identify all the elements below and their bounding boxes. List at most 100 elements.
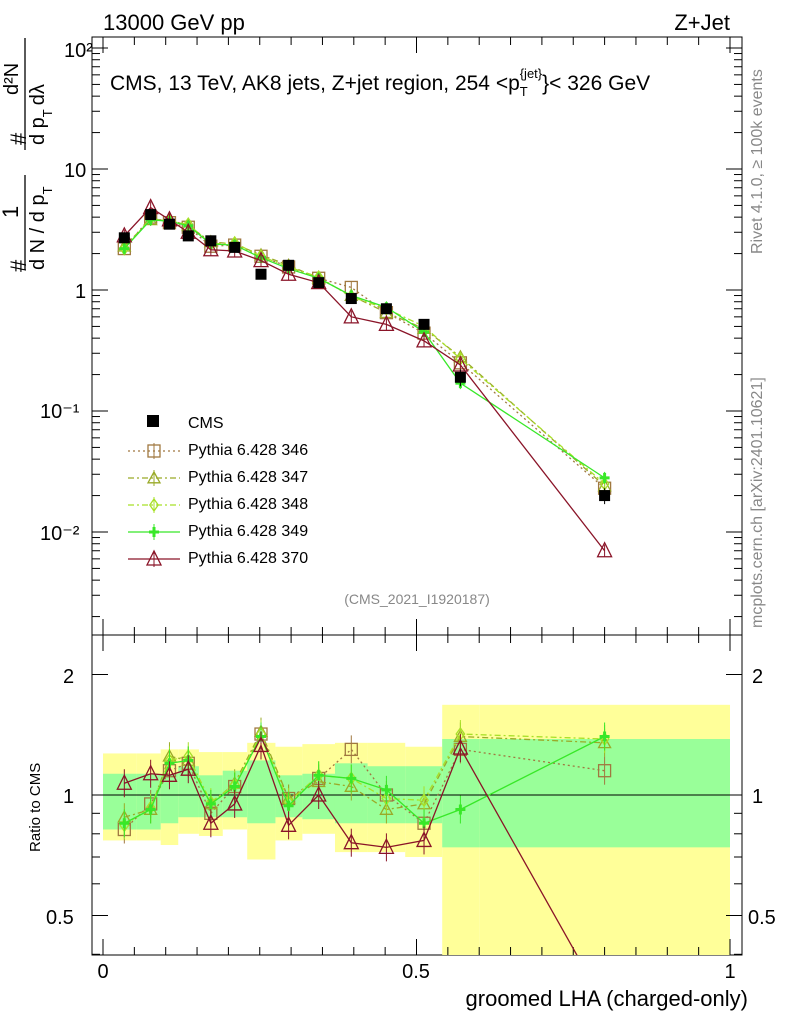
rivet-label: Rivet 4.1.0, ≥ 100k events (749, 69, 766, 254)
ratio-tick-label-2-right: 2 (752, 666, 763, 688)
data-point (313, 277, 325, 289)
legend-370: Pythia 6.428 370 (188, 550, 308, 567)
legend-marker-1 (146, 470, 162, 484)
band-inner-1 (136, 773, 161, 830)
band-inner-2 (160, 773, 179, 824)
ratio-point-3 (313, 770, 324, 781)
series-point-4 (596, 541, 613, 558)
series-point-4 (252, 251, 270, 268)
x-tick-label-1: 1 (724, 961, 735, 983)
ratio-point-4 (310, 785, 327, 802)
ratio-tick-label-1-right: 1 (752, 786, 763, 808)
ratio-point-1 (379, 802, 394, 815)
ratio-point-2 (419, 793, 430, 808)
tick-label-0.01: 10⁻² (40, 523, 80, 545)
ratio-point-4 (280, 815, 297, 832)
band-inner-6 (247, 760, 276, 824)
legend-marker-2 (149, 497, 159, 513)
ratio-ylabel: Ratio to CMS (27, 763, 44, 852)
x-axis-label: groomed LHA (charged-only) (466, 986, 748, 1011)
ratio-point-3 (145, 804, 156, 815)
ratio-tick-label-0.5-right: 0.5 (748, 907, 776, 929)
mcplots-label: mcplots.cern.ch [arXiv:2401.10621] (749, 377, 766, 628)
tick-label-0.1: 10⁻¹ (40, 401, 80, 423)
ratio-point-3 (283, 800, 294, 811)
legend-cms: CMS (188, 415, 224, 432)
ratio-series-4 (116, 731, 578, 955)
data-point (345, 293, 357, 305)
analysis-ref: (CMS_2021_I1920187) (344, 591, 490, 607)
data-point (418, 318, 430, 330)
legend: CMS Pythia 6.428 346 Pythia 6.428 347 Py… (128, 415, 308, 567)
header-left: 13000 GeV pp (103, 10, 245, 35)
ylabel-dpt: d pTdλ (27, 84, 55, 145)
ratio-point-4 (116, 773, 133, 790)
data-point (454, 371, 466, 383)
ratio-point-4 (378, 837, 395, 854)
ratio-point-3 (119, 818, 130, 829)
ratio-point-4 (142, 764, 159, 781)
ratio-point-3 (205, 798, 216, 809)
series-point-4 (343, 307, 360, 324)
cms-data-points (118, 209, 611, 505)
legend-marker-4 (145, 549, 163, 566)
series-point-3 (119, 243, 130, 254)
legend-349: Pythia 6.428 349 (188, 523, 308, 540)
ratio-tick-label-2: 2 (63, 666, 74, 688)
ratio-tick-label-1: 1 (63, 786, 74, 808)
data-point (118, 232, 130, 244)
tick-label-1: 1 (75, 281, 86, 303)
ylabel-one: 1 (0, 206, 23, 218)
legend-marker-0 (147, 444, 161, 458)
legend-347: Pythia 6.428 347 (188, 469, 308, 486)
ratio-point-4 (252, 735, 270, 753)
main-y-label: # 1 d N / d pT # d²N d pTdλ (0, 38, 55, 272)
ratio-point-4 (343, 833, 360, 850)
data-point (380, 303, 392, 315)
ratio-point-4 (452, 738, 469, 755)
data-point (163, 218, 175, 230)
tick-label-10: 10 (64, 160, 86, 182)
series-line-2 (123, 217, 606, 485)
band-inner-0 (103, 773, 137, 830)
data-point (182, 230, 194, 242)
ratio-series (116, 717, 612, 955)
series-point-4 (280, 264, 297, 281)
series-point-3 (599, 472, 610, 483)
x-tick-label-0: 0 (97, 961, 108, 983)
ylabel-dn: d N / d pT (27, 186, 55, 270)
ratio-point-3 (381, 784, 392, 795)
ratio-point-4 (202, 813, 219, 830)
x-tick-label-0.5: 0.5 (402, 961, 430, 983)
series-line-3 (123, 219, 605, 479)
ratio-point-0 (344, 742, 358, 757)
series-point-4 (378, 314, 395, 332)
ratio-point-3 (346, 773, 357, 784)
series-point-4 (202, 240, 219, 257)
series-point-4 (415, 331, 433, 348)
tick-label-100: 10² (64, 40, 93, 62)
ratio-point-2 (381, 791, 392, 806)
x-axis-ticks (102, 37, 731, 955)
legend-cms-marker (147, 415, 159, 427)
ratio-point-3 (229, 781, 240, 792)
data-point (205, 235, 217, 247)
data-point (283, 259, 295, 271)
ratio-point-3 (599, 731, 610, 742)
ratio-bands (103, 704, 730, 955)
ratio-point-4 (415, 830, 433, 848)
main-axis-ticks (92, 47, 742, 618)
legend-348: Pythia 6.428 348 (188, 496, 308, 513)
data-point (229, 241, 241, 253)
data-point (145, 209, 157, 221)
ratio-point-4 (226, 794, 243, 811)
ratio-tick-label-0.5: 0.5 (46, 907, 74, 929)
legend-marker-3 (149, 527, 159, 537)
ratio-point-4 (180, 759, 197, 776)
ylabel-d2n: d²N (1, 63, 23, 95)
ratio-point-3 (455, 804, 466, 815)
ratio-point-4 (161, 765, 178, 782)
band-inner-3 (178, 766, 199, 818)
data-point (255, 268, 267, 280)
